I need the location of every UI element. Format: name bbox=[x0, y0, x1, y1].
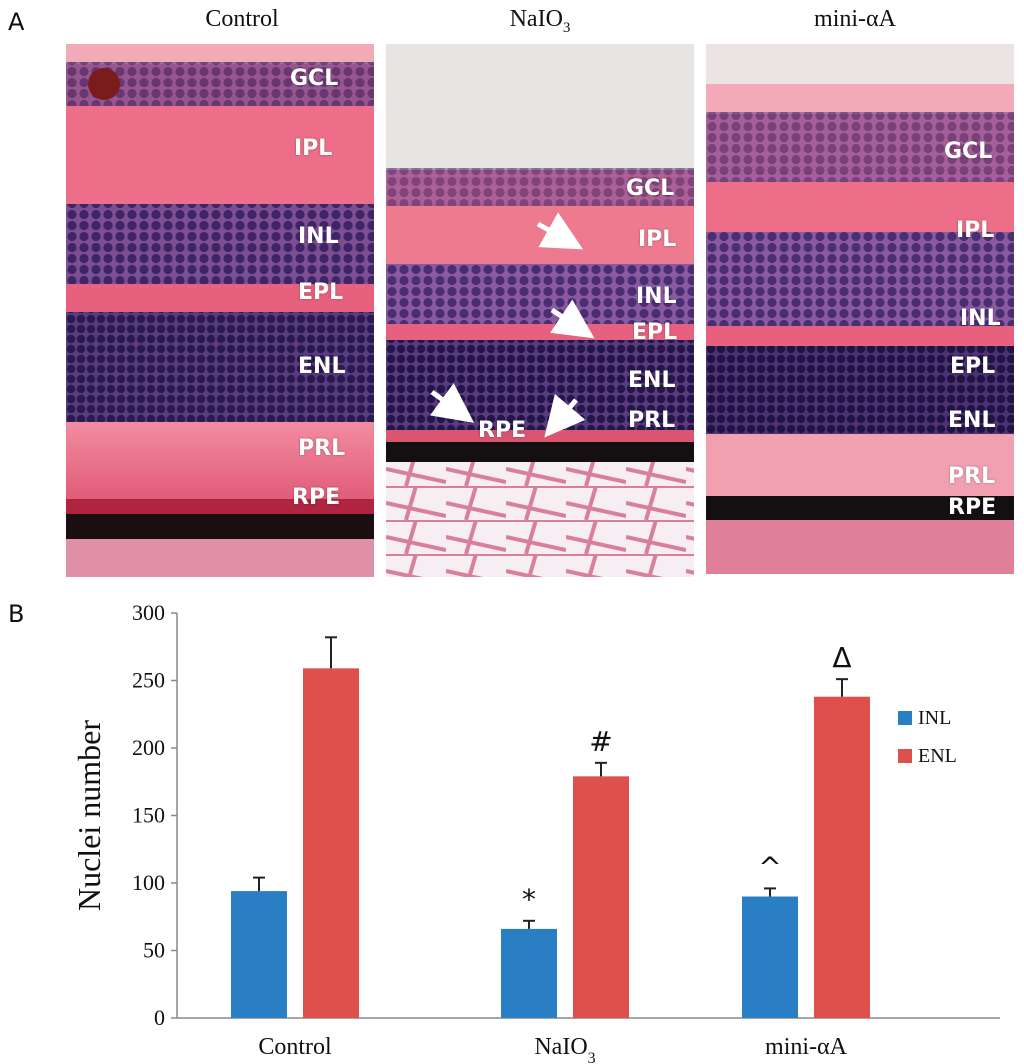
layer-label-enl: ENL bbox=[948, 408, 996, 433]
layer-label-epl: EPL bbox=[950, 354, 996, 379]
arrow-epl bbox=[550, 299, 595, 339]
micrograph-title-control: Control bbox=[205, 6, 279, 32]
y-tick-label: 150 bbox=[132, 803, 165, 828]
arrow-rpe-left bbox=[430, 383, 475, 423]
bar-chart: 0 50 100 150 200 250 300 Nuclei number * ^ # Δ Con… bbox=[71, 600, 1000, 1064]
layer-label-gcl: GCL bbox=[290, 66, 339, 91]
arrow-rpe-right bbox=[544, 393, 586, 438]
y-tick-label: 200 bbox=[132, 735, 165, 760]
x-category-label: NaIO3 bbox=[534, 1034, 595, 1064]
layer-label-enl: ENL bbox=[298, 354, 346, 379]
y-tick-label: 100 bbox=[132, 870, 165, 895]
arrow-overlay bbox=[430, 212, 595, 438]
micrograph-mini-aa: GCL IPL INL EPL ENL PRL RPE bbox=[706, 44, 1014, 574]
legend-swatch-inl bbox=[898, 711, 912, 725]
layer-label-prl: PRL bbox=[298, 436, 346, 461]
y-tick-label: 50 bbox=[143, 938, 165, 963]
micrograph-naio3: GCL IPL INL EPL ENL PRL RPE bbox=[386, 44, 694, 577]
layer-label-ipl: IPL bbox=[638, 227, 677, 252]
layer-label-inl: INL bbox=[298, 224, 339, 249]
legend-label-enl: ENL bbox=[918, 745, 957, 767]
legend-label-inl: INL bbox=[918, 707, 951, 729]
bar-inl bbox=[231, 891, 287, 1018]
layer-label-ipl: IPL bbox=[956, 218, 995, 243]
layer-label-prl: PRL bbox=[628, 408, 676, 433]
significance-mark: * bbox=[522, 883, 536, 916]
y-tick-label: 250 bbox=[132, 668, 165, 693]
micrograph-title-mini-aa: mini-αA bbox=[814, 6, 896, 32]
tissue-image-control bbox=[66, 44, 374, 577]
bar-inl bbox=[742, 896, 798, 1018]
y-tick-label: 300 bbox=[132, 600, 165, 625]
arrow-ipl bbox=[536, 212, 584, 250]
layer-label-enl: ENL bbox=[628, 368, 676, 393]
layer-label-ipl: IPL bbox=[294, 136, 333, 161]
layer-label-epl: EPL bbox=[298, 280, 344, 305]
layer-label-epl: EPL bbox=[632, 320, 678, 345]
tissue-image-naio3 bbox=[386, 44, 694, 577]
y-axis-label: Nuclei number bbox=[71, 720, 107, 911]
layer-label-gcl: GCL bbox=[626, 176, 675, 201]
tissue-image-mini-aa bbox=[706, 44, 1014, 574]
panel-b-label: B bbox=[8, 600, 25, 628]
layer-label-inl: INL bbox=[960, 306, 1001, 331]
micrograph-control: GCL IPL INL EPL ENL PRL RPE bbox=[66, 44, 374, 577]
layer-label-gcl: GCL bbox=[944, 139, 993, 164]
layer-label-inl: INL bbox=[636, 284, 677, 309]
x-category-label: mini-αA bbox=[765, 1034, 848, 1060]
significance-mark: # bbox=[589, 725, 612, 758]
layer-label-rpe: RPE bbox=[292, 485, 341, 510]
layer-label-rpe: RPE bbox=[478, 418, 527, 443]
layer-label-prl: PRL bbox=[948, 464, 996, 489]
x-category-label: Control bbox=[258, 1034, 332, 1060]
legend-swatch-enl bbox=[898, 749, 912, 763]
bar-enl bbox=[573, 776, 629, 1018]
y-tick-label: 0 bbox=[154, 1005, 165, 1030]
micrograph-title-naio3: NaIO3 bbox=[509, 6, 571, 36]
significance-mark: ^ bbox=[758, 850, 781, 883]
significance-mark: Δ bbox=[832, 641, 851, 674]
bar-enl bbox=[303, 668, 359, 1018]
bar-inl bbox=[501, 928, 557, 1018]
bar-enl bbox=[814, 696, 870, 1018]
panel-a-label: A bbox=[8, 8, 25, 36]
layer-label-rpe: RPE bbox=[948, 495, 997, 520]
